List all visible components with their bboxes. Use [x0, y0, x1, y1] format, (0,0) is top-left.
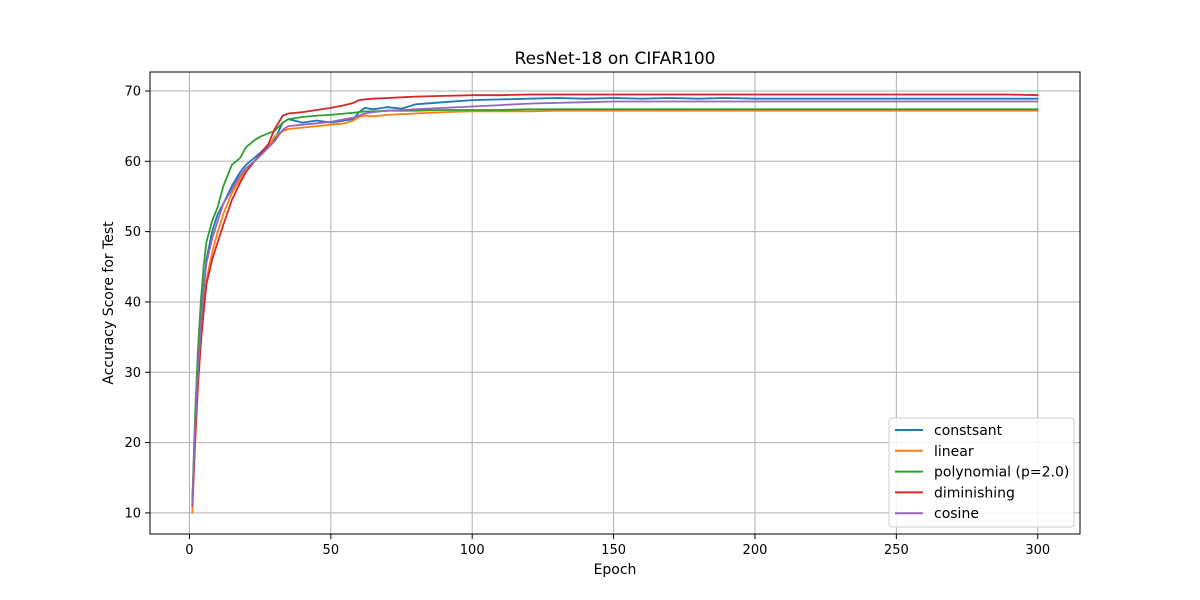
y-tick-label: 60 — [124, 155, 141, 170]
x-axis-label: Epoch — [594, 562, 637, 578]
series-line-cosine — [191, 100, 1039, 506]
legend-box — [888, 417, 1075, 528]
x-tick-label: 250 — [884, 543, 909, 558]
axis-ticks: 0 50 100 150 200 250 300 10 20 30 40 50 60 70 — [124, 84, 1050, 558]
x-tick-label: 150 — [601, 543, 626, 558]
y-tick-label: 50 — [124, 225, 141, 240]
x-tick-label: 300 — [1025, 543, 1050, 558]
y-tick-label: 70 — [124, 84, 141, 99]
grid — [150, 72, 1080, 534]
series-lines — [191, 93, 1039, 514]
x-tick-label: 0 — [185, 543, 193, 558]
chart-title: ResNet-18 on CIFAR100 — [515, 49, 716, 69]
series-line-linear — [191, 109, 1039, 514]
legend-label-linear: linear — [934, 444, 974, 460]
legend-label-constsant: constsant — [934, 423, 1003, 439]
y-tick-label: 10 — [124, 506, 141, 521]
x-tick-label: 200 — [743, 543, 768, 558]
y-tick-label: 20 — [124, 436, 141, 451]
y-axis-label: Accuracy Score for Test — [101, 221, 117, 385]
x-tick-label: 100 — [460, 543, 485, 558]
plot-frame — [149, 71, 1081, 535]
legend-label-cosine: cosine — [934, 506, 979, 522]
legend: constsant linear polynomial (p=2.0) diminis… — [888, 417, 1075, 528]
series-line-diminishing — [191, 93, 1039, 507]
y-tick-label: 30 — [124, 366, 141, 381]
legend-label-diminishing: diminishing — [934, 485, 1015, 501]
legend-label-polynomial-p-2-0: polynomial (p=2.0) — [934, 465, 1069, 481]
y-tick-label: 40 — [124, 295, 141, 310]
x-tick-label: 50 — [323, 543, 340, 558]
